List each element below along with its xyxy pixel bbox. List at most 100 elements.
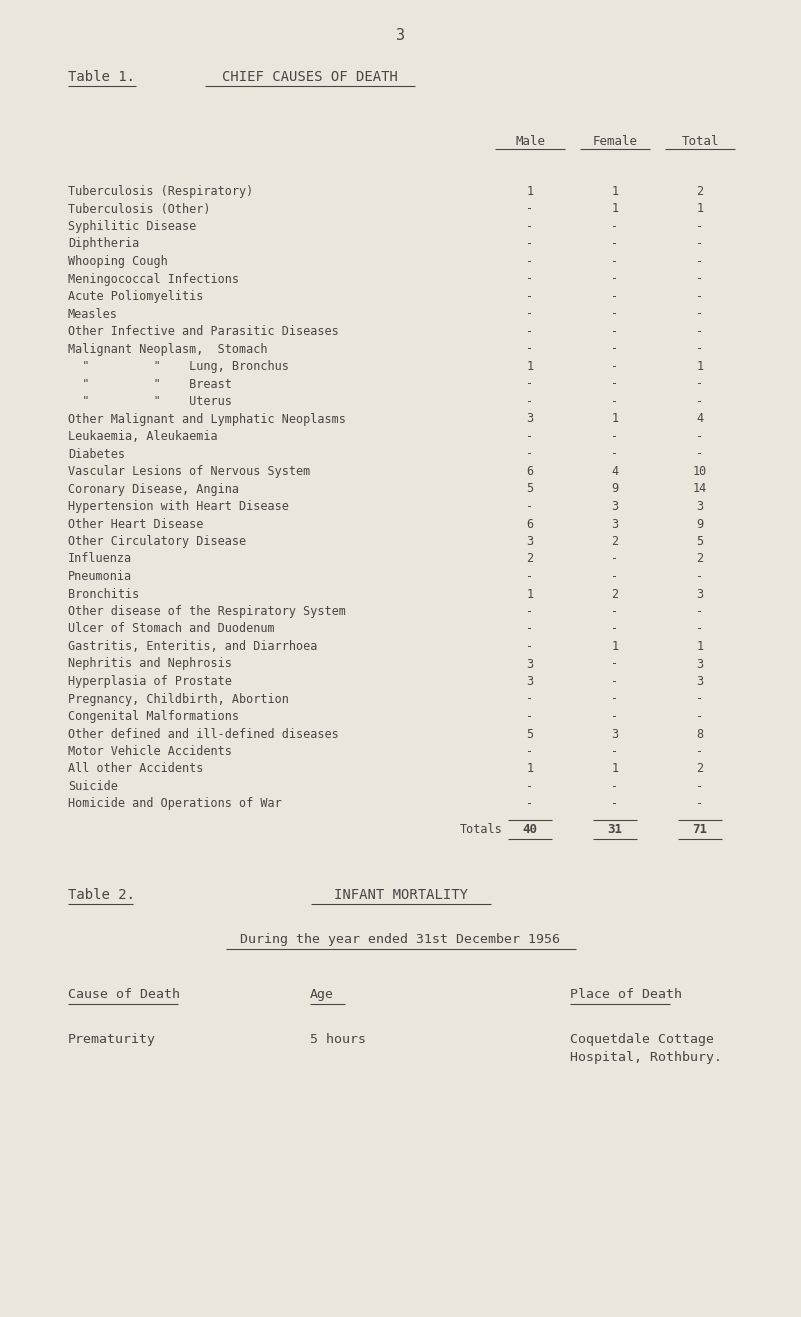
Text: Pneumonia: Pneumonia bbox=[68, 570, 132, 583]
Text: Ulcer of Stomach and Duodenum: Ulcer of Stomach and Duodenum bbox=[68, 623, 275, 636]
Text: Table 2.: Table 2. bbox=[68, 888, 135, 902]
Text: 5 hours: 5 hours bbox=[310, 1033, 366, 1046]
Text: During the year ended 31st December 1956: During the year ended 31st December 1956 bbox=[240, 932, 561, 946]
Text: -: - bbox=[696, 570, 703, 583]
Text: Hospital, Rothbury.: Hospital, Rothbury. bbox=[570, 1051, 722, 1064]
Text: Coronary Disease, Angina: Coronary Disease, Angina bbox=[68, 482, 239, 495]
Text: Diabetes: Diabetes bbox=[68, 448, 125, 461]
Text: Other disease of the Respiratory System: Other disease of the Respiratory System bbox=[68, 605, 346, 618]
Text: -: - bbox=[696, 290, 703, 303]
Text: 3: 3 bbox=[396, 28, 405, 43]
Text: 1: 1 bbox=[526, 184, 533, 198]
Text: -: - bbox=[611, 780, 618, 793]
Text: 5: 5 bbox=[526, 482, 533, 495]
Text: -: - bbox=[611, 693, 618, 706]
Text: Prematurity: Prematurity bbox=[68, 1033, 156, 1046]
Text: 3: 3 bbox=[611, 518, 618, 531]
Text: 1: 1 bbox=[696, 360, 703, 373]
Text: Leukaemia, Aleukaemia: Leukaemia, Aleukaemia bbox=[68, 429, 218, 443]
Text: -: - bbox=[696, 237, 703, 250]
Text: -: - bbox=[611, 378, 618, 391]
Text: -: - bbox=[611, 745, 618, 759]
Text: 2: 2 bbox=[526, 553, 533, 565]
Text: Other Malignant and Lymphatic Neoplasms: Other Malignant and Lymphatic Neoplasms bbox=[68, 412, 346, 425]
Text: -: - bbox=[696, 255, 703, 267]
Text: 4: 4 bbox=[611, 465, 618, 478]
Text: 31: 31 bbox=[607, 823, 622, 836]
Text: CHIEF CAUSES OF DEATH: CHIEF CAUSES OF DEATH bbox=[222, 70, 398, 84]
Text: 3: 3 bbox=[526, 657, 533, 670]
Text: 10: 10 bbox=[693, 465, 707, 478]
Text: -: - bbox=[696, 745, 703, 759]
Text: -: - bbox=[696, 395, 703, 408]
Text: -: - bbox=[611, 290, 618, 303]
Text: Table 1.: Table 1. bbox=[68, 70, 135, 84]
Text: "         "    Breast: " " Breast bbox=[68, 378, 231, 391]
Text: 2: 2 bbox=[611, 587, 618, 601]
Text: 1: 1 bbox=[611, 184, 618, 198]
Text: -: - bbox=[611, 220, 618, 233]
Text: Totals: Totals bbox=[460, 823, 503, 836]
Text: 3: 3 bbox=[611, 727, 618, 740]
Text: -: - bbox=[526, 378, 533, 391]
Text: Whooping Cough: Whooping Cough bbox=[68, 255, 167, 267]
Text: -: - bbox=[526, 448, 533, 461]
Text: 2: 2 bbox=[696, 553, 703, 565]
Text: -: - bbox=[526, 342, 533, 356]
Text: 1: 1 bbox=[611, 640, 618, 653]
Text: -: - bbox=[526, 307, 533, 320]
Text: -: - bbox=[526, 640, 533, 653]
Text: Acute Poliomyelitis: Acute Poliomyelitis bbox=[68, 290, 203, 303]
Text: -: - bbox=[611, 237, 618, 250]
Text: -: - bbox=[611, 798, 618, 810]
Text: -: - bbox=[611, 360, 618, 373]
Text: -: - bbox=[611, 255, 618, 267]
Text: 2: 2 bbox=[611, 535, 618, 548]
Text: 5: 5 bbox=[696, 535, 703, 548]
Text: -: - bbox=[611, 623, 618, 636]
Text: -: - bbox=[526, 220, 533, 233]
Text: 8: 8 bbox=[696, 727, 703, 740]
Text: 2: 2 bbox=[696, 763, 703, 776]
Text: Tuberculosis (Respiratory): Tuberculosis (Respiratory) bbox=[68, 184, 253, 198]
Text: -: - bbox=[696, 798, 703, 810]
Text: Diphtheria: Diphtheria bbox=[68, 237, 139, 250]
Text: -: - bbox=[526, 325, 533, 338]
Text: Coquetdale Cottage: Coquetdale Cottage bbox=[570, 1033, 714, 1046]
Text: -: - bbox=[696, 780, 703, 793]
Text: 3: 3 bbox=[696, 676, 703, 687]
Text: 4: 4 bbox=[696, 412, 703, 425]
Text: 3: 3 bbox=[526, 535, 533, 548]
Text: -: - bbox=[611, 273, 618, 286]
Text: 5: 5 bbox=[526, 727, 533, 740]
Text: "         "    Uterus: " " Uterus bbox=[68, 395, 231, 408]
Text: -: - bbox=[526, 605, 533, 618]
Text: -: - bbox=[696, 693, 703, 706]
Text: Measles: Measles bbox=[68, 307, 118, 320]
Text: -: - bbox=[696, 325, 703, 338]
Text: -: - bbox=[696, 429, 703, 443]
Text: Homicide and Operations of War: Homicide and Operations of War bbox=[68, 798, 282, 810]
Text: 3: 3 bbox=[611, 500, 618, 514]
Text: -: - bbox=[696, 605, 703, 618]
Text: Cause of Death: Cause of Death bbox=[68, 988, 180, 1001]
Text: -: - bbox=[696, 448, 703, 461]
Text: -: - bbox=[696, 342, 703, 356]
Text: -: - bbox=[611, 448, 618, 461]
Text: -: - bbox=[611, 657, 618, 670]
Text: 1: 1 bbox=[611, 763, 618, 776]
Text: -: - bbox=[526, 255, 533, 267]
Text: -: - bbox=[526, 798, 533, 810]
Text: -: - bbox=[526, 500, 533, 514]
Text: -: - bbox=[526, 203, 533, 216]
Text: 2: 2 bbox=[696, 184, 703, 198]
Text: 1: 1 bbox=[611, 203, 618, 216]
Text: -: - bbox=[696, 273, 703, 286]
Text: -: - bbox=[526, 693, 533, 706]
Text: -: - bbox=[611, 395, 618, 408]
Text: Meningococcal Infections: Meningococcal Infections bbox=[68, 273, 239, 286]
Text: 9: 9 bbox=[611, 482, 618, 495]
Text: -: - bbox=[696, 378, 703, 391]
Text: -: - bbox=[611, 710, 618, 723]
Text: 71: 71 bbox=[693, 823, 707, 836]
